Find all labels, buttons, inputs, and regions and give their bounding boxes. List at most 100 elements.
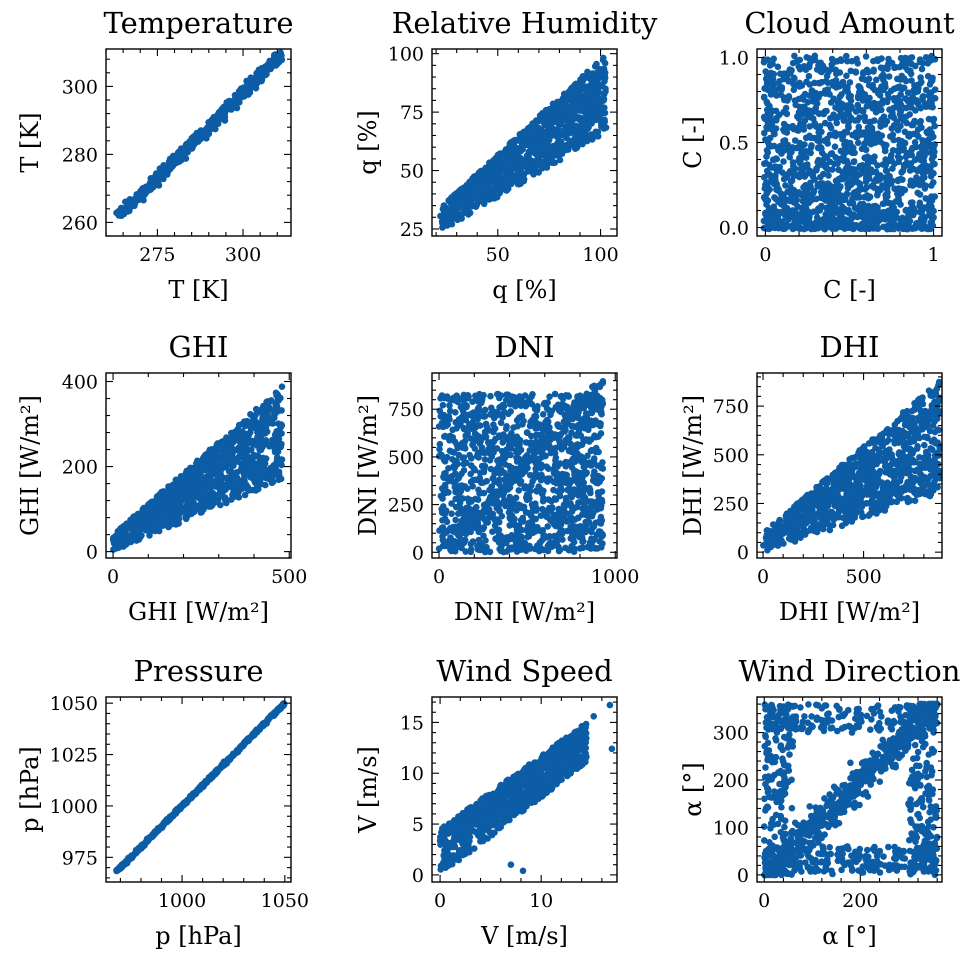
scatter-point: [897, 76, 904, 83]
scatter-point: [241, 491, 249, 499]
scatter-point: [928, 208, 935, 216]
scatter-point: [904, 89, 912, 96]
scatter-point: [566, 87, 573, 95]
scatter-point: [223, 497, 231, 505]
scatter-point: [780, 210, 787, 218]
scatter-point: [897, 91, 904, 98]
scatter-point: [137, 517, 145, 525]
scatter-point: [600, 97, 607, 104]
scatter-point: [820, 170, 827, 178]
scatter-point: [211, 115, 218, 123]
scatter-point: [231, 473, 239, 480]
scatter-point: [760, 93, 768, 101]
scatter-point: [186, 484, 194, 491]
scatter-point: [275, 407, 282, 415]
scatter-point: [478, 190, 485, 198]
scatter-point: [253, 482, 261, 490]
scatter-point: [867, 166, 875, 173]
scatter-point: [216, 471, 223, 479]
scatter-point: [770, 55, 777, 63]
scatter-point: [902, 95, 909, 102]
scatter-point: [856, 194, 864, 201]
scatter-point: [905, 67, 913, 75]
scatter-point: [260, 463, 267, 471]
scatter-point: [847, 181, 855, 189]
scatter-point: [836, 212, 844, 220]
scatter-point: [859, 70, 867, 78]
scatter-point: [815, 62, 822, 69]
scatter-points: [109, 383, 286, 553]
scatter-point: [765, 141, 773, 149]
scatter-point: [840, 196, 848, 204]
scatter-point: [237, 481, 244, 489]
scatter-point: [791, 137, 799, 144]
scatter-point: [497, 419, 505, 427]
scatter-point: [212, 449, 219, 456]
scatter-point: [843, 157, 851, 165]
scatter-point: [843, 190, 851, 198]
scatter-point: [889, 131, 897, 139]
scatter-point: [928, 182, 935, 189]
scatter-point: [829, 166, 836, 173]
scatter-point: [546, 149, 554, 157]
scatter-point: [816, 207, 824, 214]
scatter-point: [520, 128, 528, 136]
scatter-point: [262, 403, 270, 410]
scatter-point: [267, 65, 275, 73]
scatter-point: [854, 60, 861, 67]
scatter-point: [511, 145, 519, 153]
scatter-point: [117, 211, 125, 218]
scatter-point: [813, 214, 821, 221]
scatter-point: [896, 63, 904, 71]
scatter-point: [245, 422, 253, 429]
scatter-point: [850, 158, 858, 166]
scatter-point: [117, 540, 124, 548]
scatter-point: [255, 454, 263, 462]
scatter-point: [780, 120, 788, 128]
scatter-point: [468, 455, 475, 462]
scatter-point: [197, 483, 204, 491]
scatter-point: [142, 513, 149, 521]
scatter-point: [227, 467, 234, 474]
scatter-point: [840, 151, 848, 158]
y-axis-label: T [K]: [16, 112, 44, 172]
scatter-point: [920, 218, 927, 226]
scatter-point: [774, 63, 782, 71]
scatter-point: [889, 147, 897, 154]
scatter-point: [155, 178, 162, 185]
scatter-point: [861, 113, 869, 121]
scatter-point: [584, 83, 591, 90]
scatter-point: [511, 139, 518, 146]
scatter-point: [925, 115, 933, 123]
scatter-point: [797, 157, 804, 165]
scatter-point: [891, 222, 898, 230]
y-tick-label: 75: [400, 102, 424, 124]
scatter-point: [870, 184, 878, 191]
scatter-point: [805, 72, 813, 80]
scatter-point: [780, 108, 787, 116]
scatter-point: [255, 459, 263, 467]
scatter-point: [198, 508, 205, 516]
scatter-point: [844, 111, 851, 118]
scatter-point: [865, 81, 873, 89]
scatter-point: [158, 504, 165, 512]
scatter-point: [859, 200, 867, 208]
scatter-point: [163, 508, 171, 516]
scatter-point: [602, 85, 609, 92]
scatter-point: [845, 124, 852, 131]
scatter-point: [849, 199, 857, 207]
scatter-point: [134, 525, 142, 533]
scatter-point: [837, 183, 844, 190]
scatter-point: [790, 86, 798, 94]
scatter-point: [806, 123, 814, 130]
scatter-point: [763, 153, 770, 160]
scatter-points: [113, 49, 286, 219]
scatter-point: [852, 69, 860, 76]
scatter-point: [890, 113, 897, 121]
scatter-point: [595, 74, 602, 82]
scatter-point: [801, 117, 809, 124]
scatter-point: [161, 497, 169, 504]
scatter-point: [880, 208, 888, 216]
scatter-point: [771, 86, 779, 94]
